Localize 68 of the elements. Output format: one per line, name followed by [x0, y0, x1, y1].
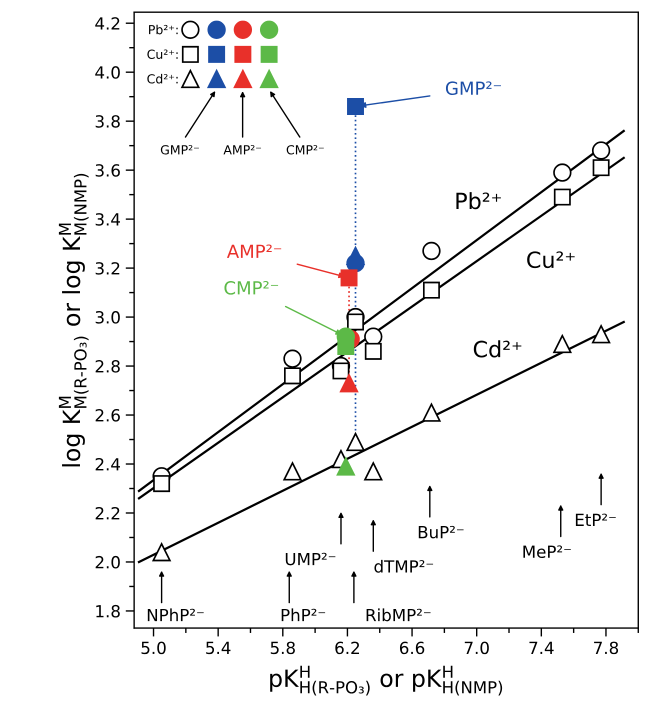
y-tick-label: 1.8 — [96, 604, 120, 618]
y-tick-label: 2.2 — [96, 506, 120, 520]
point — [337, 338, 354, 355]
point — [592, 159, 610, 176]
point — [553, 334, 572, 354]
legend-label: Cu²⁺: — [147, 50, 178, 59]
annotation: RibMP²⁻ — [366, 608, 431, 622]
series-label: Cu²⁺ — [527, 251, 575, 268]
y-tick-label: 2.8 — [96, 360, 120, 373]
x-tick-label: 6.6 — [400, 642, 424, 654]
annotation: EtP²⁻ — [576, 514, 616, 526]
point — [422, 242, 441, 260]
point — [346, 246, 365, 266]
y-tick-label: 3.0 — [96, 311, 120, 324]
series-label: Pb²⁺ — [456, 192, 501, 210]
annotation: CMP²⁻ — [224, 281, 278, 295]
annotation: CMP²⁻ — [286, 145, 324, 155]
point — [554, 188, 571, 206]
point — [340, 269, 358, 286]
annotation: AMP²⁻ — [223, 145, 262, 154]
legend-label: Pb²⁺: — [149, 24, 178, 34]
point — [553, 163, 572, 182]
x-tick-label: 7.4 — [529, 642, 554, 654]
point — [332, 362, 350, 380]
point — [347, 314, 364, 330]
point — [592, 141, 610, 160]
y-tick-label: 2.0 — [96, 556, 120, 569]
point — [364, 342, 382, 360]
annotation: NPhP²⁻ — [148, 608, 204, 622]
legend-label: Cd²⁺: — [147, 74, 178, 84]
y-tick-label: 3.2 — [96, 262, 120, 275]
x-tick-label: 5.0 — [142, 642, 166, 654]
y-tick-label: 3.6 — [96, 164, 120, 177]
annotation: GMP²⁻ — [160, 145, 199, 155]
point — [340, 374, 358, 392]
series-label: Cd²⁺ — [474, 340, 522, 358]
point — [283, 462, 302, 481]
y-axis-title: log K$^{M}$$_{M(R-PO₃)}$ or log K$^{M}$$_{M(NMP)}$ — [58, 174, 89, 466]
annotation: GMP²⁻ — [446, 81, 501, 96]
point — [284, 367, 301, 384]
point — [422, 282, 440, 299]
point — [347, 98, 364, 115]
annotation: BuP²⁻ — [418, 526, 464, 538]
x-tick-label: 7.0 — [464, 642, 489, 654]
annotation: UMP²⁻ — [286, 552, 336, 566]
y-tick-label: 4.0 — [95, 66, 120, 79]
y-tick-label: 3.8 — [96, 115, 120, 128]
point — [336, 457, 355, 476]
point — [346, 432, 365, 452]
y-tick-label: 2.4 — [96, 458, 120, 470]
x-tick-label: 6.2 — [335, 642, 360, 654]
point — [152, 543, 171, 562]
point — [283, 350, 302, 368]
x-axis-title: pK$^{H}$$_{H(R-PO₃)}$ or pK$^{H}$$_{H(NMP)}$ — [270, 666, 502, 696]
x-tick-label: 5.8 — [270, 642, 295, 654]
point — [153, 475, 170, 492]
y-tick-label: 4.2 — [95, 17, 120, 30]
point — [364, 462, 382, 481]
annotation: PhP²⁻ — [282, 608, 326, 622]
annotation: dTMP²⁻ — [374, 560, 434, 573]
y-tick-label: 3.4 — [96, 213, 120, 226]
y-tick-label: 2.6 — [96, 409, 120, 422]
annotation: AMP²⁻ — [226, 244, 282, 258]
point — [592, 325, 610, 344]
x-tick-label: 5.4 — [206, 642, 230, 654]
point — [422, 403, 441, 422]
annotation: MeP²⁻ — [523, 545, 571, 558]
x-tick-label: 7.8 — [594, 642, 618, 654]
